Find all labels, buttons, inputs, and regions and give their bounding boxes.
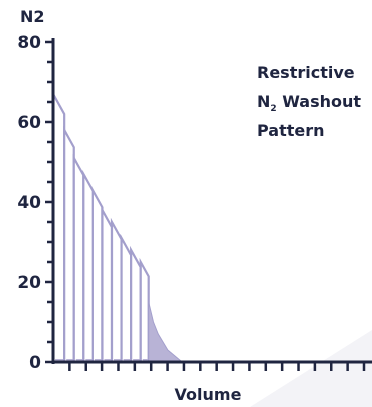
annotation-n: N: [257, 92, 270, 111]
tail-fill: [148, 301, 184, 363]
breath-spike-6: [101, 205, 114, 364]
breath-spike-8: [120, 233, 133, 364]
background-shadow: [250, 330, 372, 407]
y-tick-label-80: 80: [17, 33, 41, 53]
breath-spike-5: [91, 185, 104, 364]
breath-spike-4: [82, 169, 94, 364]
y-ticks: 0 20 40 60 80: [17, 33, 53, 373]
breath-spike-10: [139, 257, 150, 364]
annotation-washout: Washout: [277, 92, 362, 111]
y-tick-label-40: 40: [17, 193, 41, 213]
breath-spike-9: [130, 245, 142, 364]
tail-area: [148, 301, 184, 363]
y-axis-title: N2: [20, 7, 45, 26]
annotation-line-2: N2 Washout: [257, 92, 361, 114]
x-ticks: [68, 362, 366, 371]
annotation-subscript: 2: [270, 104, 276, 114]
breath-spike-3: [72, 153, 85, 364]
annotation-line-3: Pattern: [257, 121, 325, 140]
annotation-line-1: Restrictive: [257, 63, 355, 82]
y-tick-label-60: 60: [17, 113, 41, 133]
plot-area: [51, 89, 150, 364]
breath-spike-1: [51, 89, 66, 364]
y-tick-label-0: 0: [29, 353, 41, 373]
y-tick-label-20: 20: [17, 273, 41, 293]
breath-spike-7: [110, 217, 123, 364]
x-axis-title: Volume: [175, 385, 242, 404]
annotation: Restrictive N2 Washout Pattern: [257, 63, 361, 140]
breath-spike-2: [63, 125, 75, 364]
